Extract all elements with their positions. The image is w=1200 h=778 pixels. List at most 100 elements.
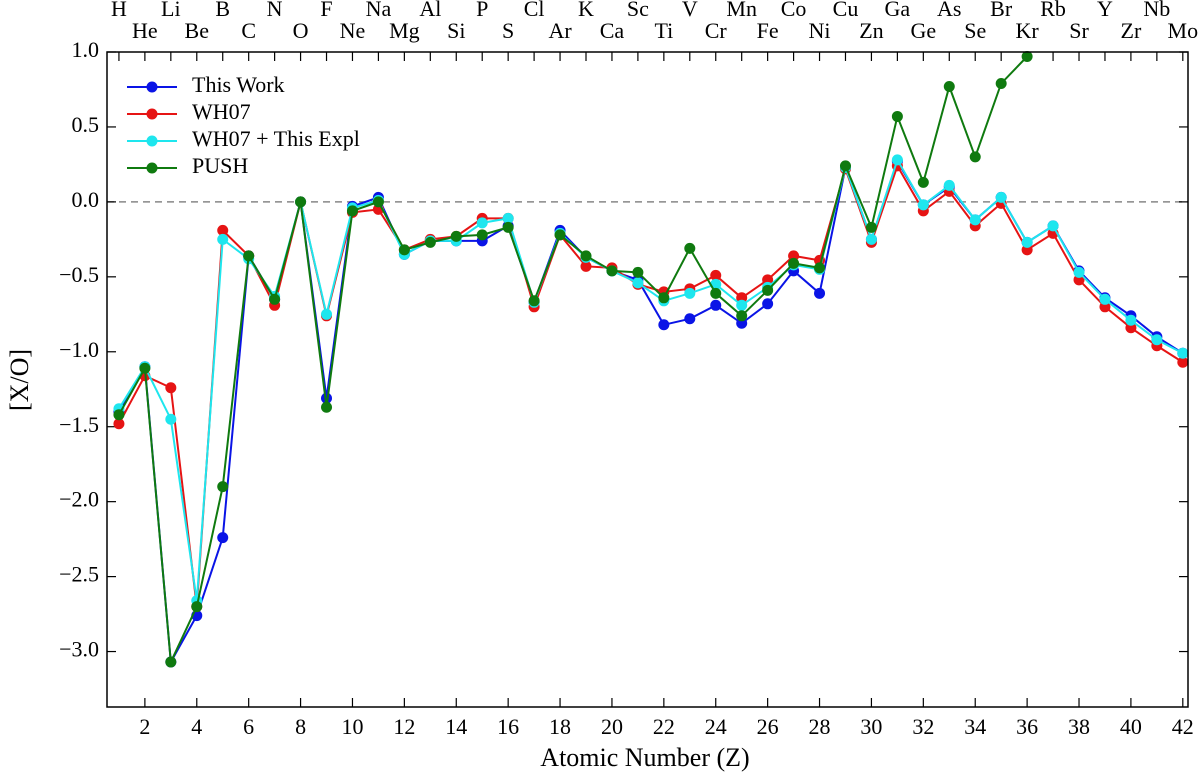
y-tick-label: −2.0	[59, 487, 99, 512]
data-point	[554, 229, 566, 241]
data-point	[606, 265, 618, 277]
data-point	[1073, 266, 1085, 278]
x-tick-label: 34	[964, 714, 986, 739]
data-point	[424, 236, 436, 248]
x2-tick-label: Ti	[654, 18, 673, 43]
data-point	[969, 151, 981, 163]
x2-tick-label: F	[320, 0, 332, 21]
data-point	[217, 224, 229, 236]
x2-tick-label: He	[132, 18, 158, 43]
data-point	[891, 154, 903, 166]
data-point	[710, 299, 722, 311]
y-tick-label: 0.5	[72, 112, 100, 137]
x-axis-label: Atomic Number (Z)	[540, 743, 749, 772]
x-tick-label: 30	[860, 714, 882, 739]
x-tick-label: 10	[341, 714, 363, 739]
x2-tick-label: Ge	[911, 18, 937, 43]
data-point	[891, 110, 903, 122]
data-point	[217, 481, 229, 493]
x-tick-label: 8	[295, 714, 306, 739]
data-point	[658, 292, 670, 304]
series-line	[118, 163, 1184, 607]
y-axis-label: [X/O]	[5, 349, 34, 411]
x2-tick-label: Se	[964, 18, 986, 43]
x2-tick-label: Mo	[1168, 18, 1199, 43]
data-point	[1021, 236, 1033, 248]
data-point	[632, 277, 644, 289]
data-point	[814, 287, 826, 299]
data-point	[865, 233, 877, 245]
data-point	[814, 262, 826, 274]
data-point	[969, 214, 981, 226]
y-tick-label: 1.0	[72, 37, 100, 62]
data-point	[788, 257, 800, 269]
x2-tick-label: Nb	[1143, 0, 1170, 21]
data-point	[139, 362, 151, 374]
x2-tick-label: Al	[419, 0, 441, 21]
x2-tick-label: Zr	[1121, 18, 1142, 43]
x2-tick-label: V	[682, 0, 698, 21]
x2-tick-label: Ca	[600, 18, 625, 43]
x-tick-label: 26	[757, 714, 779, 739]
data-point	[1099, 293, 1111, 305]
x2-tick-label: N	[267, 0, 283, 21]
x2-tick-label: Mg	[389, 18, 420, 43]
data-point	[995, 191, 1007, 203]
legend-marker	[146, 162, 158, 174]
data-point	[684, 242, 696, 254]
data-point	[321, 308, 333, 320]
data-point	[217, 233, 229, 245]
data-point	[658, 319, 670, 331]
plot-frame	[106, 51, 1189, 708]
data-point	[995, 77, 1007, 89]
x2-tick-label: Co	[781, 0, 807, 21]
data-point	[710, 287, 722, 299]
y-tick-label: −2.5	[59, 562, 99, 587]
y-tick-label: −1.0	[59, 337, 99, 362]
series-line	[118, 157, 1184, 601]
x2-tick-label: Br	[990, 0, 1013, 21]
x2-tick-label: S	[502, 18, 514, 43]
data-point	[476, 229, 488, 241]
x2-tick-label: Kr	[1016, 18, 1040, 43]
data-point	[113, 418, 125, 430]
data-point	[762, 298, 774, 310]
y-tick-label: 0.0	[72, 187, 100, 212]
data-point	[943, 179, 955, 191]
legend-label: PUSH	[192, 153, 248, 178]
x-tick-label: 16	[497, 714, 519, 739]
x-tick-label: 22	[653, 714, 675, 739]
x2-tick-label: B	[215, 0, 230, 21]
x-tick-label: 24	[705, 714, 727, 739]
data-point	[736, 310, 748, 322]
data-point	[217, 532, 229, 544]
data-point	[762, 284, 774, 296]
data-point	[1125, 314, 1137, 326]
x2-tick-label: Sc	[627, 0, 649, 21]
x-tick-label: 42	[1172, 714, 1194, 739]
legend-marker	[146, 81, 158, 93]
y-tick-label: −3.0	[59, 637, 99, 662]
data-point	[917, 176, 929, 188]
data-point	[865, 221, 877, 233]
x2-tick-label: Ne	[340, 18, 366, 43]
x2-tick-label: K	[578, 0, 594, 21]
x2-tick-label: Zn	[859, 18, 883, 43]
data-point	[1021, 50, 1033, 62]
data-point	[917, 199, 929, 211]
x-tick-label: 18	[549, 714, 571, 739]
data-point	[528, 295, 540, 307]
data-point	[502, 221, 514, 233]
x2-tick-label: Y	[1097, 0, 1113, 21]
data-point	[710, 269, 722, 281]
x2-tick-label: Na	[366, 0, 392, 21]
y-tick-label: −1.5	[59, 412, 99, 437]
data-point	[580, 250, 592, 262]
x2-tick-label: Sr	[1069, 18, 1089, 43]
data-point	[943, 80, 955, 92]
data-point	[243, 250, 255, 262]
x2-tick-label: Ar	[548, 18, 572, 43]
data-point	[684, 287, 696, 299]
data-point	[321, 401, 333, 413]
x2-tick-label: Cl	[524, 0, 545, 21]
